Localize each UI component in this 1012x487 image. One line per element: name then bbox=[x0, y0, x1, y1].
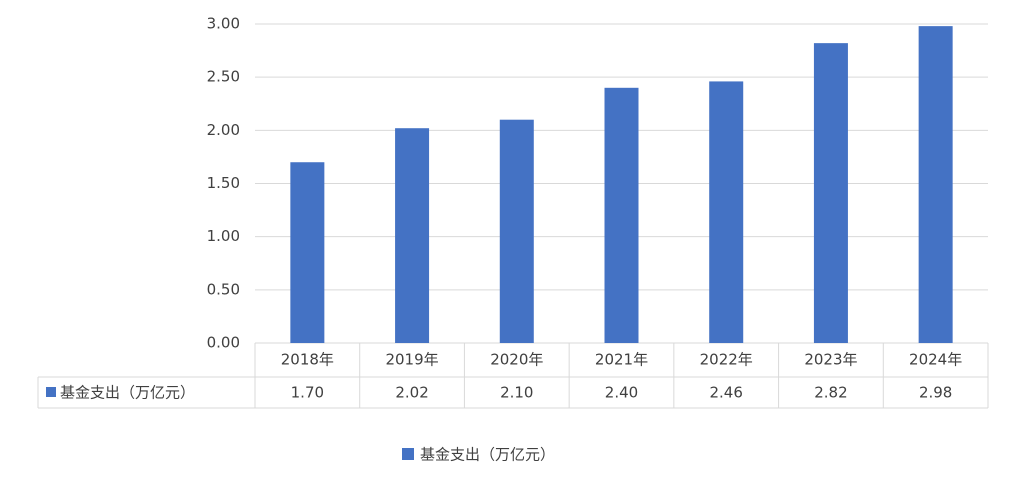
x-tick-label: 2019年 bbox=[385, 351, 438, 369]
table-series-name: 基金支出（万亿元） bbox=[60, 384, 195, 402]
table-value: 2.02 bbox=[395, 384, 428, 402]
y-tick-label: 2.50 bbox=[207, 68, 240, 86]
y-tick-label: 3.00 bbox=[207, 15, 240, 33]
x-tick-label: 2023年 bbox=[804, 351, 857, 369]
bar bbox=[813, 43, 848, 343]
bar bbox=[604, 87, 639, 343]
bar bbox=[395, 128, 430, 343]
x-tick-label: 2024年 bbox=[909, 351, 962, 369]
table-value: 2.98 bbox=[919, 384, 952, 402]
legend-label: 基金支出（万亿元） bbox=[420, 446, 555, 464]
x-tick-label: 2020年 bbox=[490, 351, 543, 369]
x-tick-label: 2021年 bbox=[595, 351, 648, 369]
x-tick-label: 2018年 bbox=[281, 351, 334, 369]
table-value: 2.10 bbox=[500, 384, 533, 402]
table-value: 1.70 bbox=[291, 384, 324, 402]
bar bbox=[918, 26, 953, 343]
table-value: 2.40 bbox=[605, 384, 638, 402]
legend-key bbox=[402, 448, 414, 460]
bar bbox=[290, 162, 325, 343]
x-tick-label: 2022年 bbox=[700, 351, 753, 369]
table-value: 2.46 bbox=[710, 384, 743, 402]
y-tick-label: 1.50 bbox=[207, 174, 240, 192]
bar bbox=[709, 81, 744, 344]
y-tick-label: 0.00 bbox=[207, 334, 240, 352]
table-value: 2.82 bbox=[814, 384, 847, 402]
legend-key bbox=[46, 387, 56, 397]
y-tick-label: 2.00 bbox=[207, 121, 240, 139]
y-tick-label: 1.00 bbox=[207, 227, 240, 245]
bar bbox=[499, 119, 534, 343]
y-tick-label: 0.50 bbox=[207, 280, 240, 298]
